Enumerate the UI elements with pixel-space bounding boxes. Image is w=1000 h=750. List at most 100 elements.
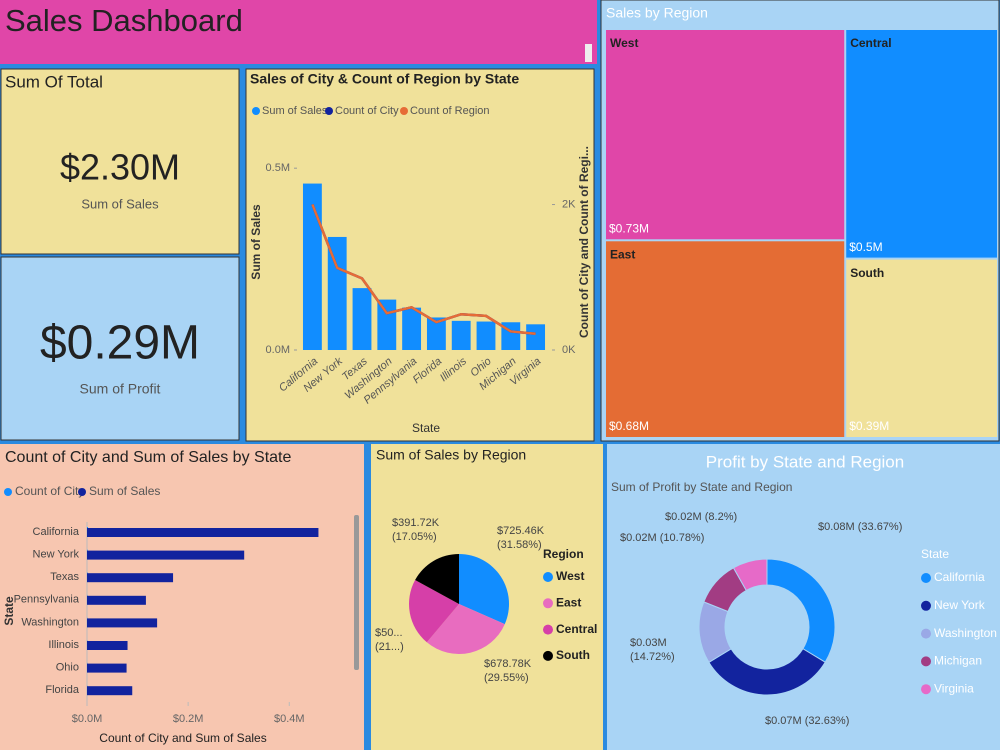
data-label: $0.39M (849, 419, 889, 433)
y-tick-label: Ohio (56, 662, 79, 674)
legend-label: Sum of Sales (262, 105, 328, 117)
legend-label: East (556, 595, 581, 609)
data-label: $0.07M (32.63%) (765, 715, 850, 727)
header-panel (0, 0, 597, 64)
legend-marker (921, 684, 931, 695)
legend-marker (921, 600, 931, 611)
legend-marker (921, 573, 931, 583)
treemap-tile (606, 241, 845, 437)
card-panel (0, 68, 240, 255)
bar (87, 663, 127, 673)
legend-marker (921, 656, 931, 667)
legend-label: New York (934, 598, 986, 612)
legend-label: Count of City (335, 105, 399, 117)
x-axis-label: Count of City and Sum of Sales (99, 731, 266, 745)
bar (451, 320, 471, 350)
bar (377, 299, 397, 350)
data-label: $678.78K (29.55%) (484, 658, 532, 684)
bar (87, 595, 146, 605)
legend-marker (4, 488, 12, 496)
y-tick-label: Texas (50, 571, 79, 583)
donut-slice (708, 648, 826, 696)
chart-title: Profit by State and Region (706, 452, 904, 471)
scrollbar (585, 44, 592, 62)
legend-label: Count of City (15, 484, 84, 498)
legend-title: State (921, 547, 949, 561)
y-tick-label: Pennsylvania (14, 594, 80, 606)
data-label: $0.08M (33.67%) (818, 521, 903, 533)
data-label: $725.46K (31.58%) (497, 525, 545, 551)
y2-tick-label: 2K (562, 198, 576, 210)
card-caption: Sum of Profit (80, 381, 161, 397)
tile-label: East (610, 247, 635, 261)
bar (327, 236, 347, 350)
treemap-tile (846, 259, 997, 437)
y-tick-label: Illinois (48, 639, 79, 651)
legend-label: Sum of Sales (89, 484, 160, 498)
legend-label: Count of Region (410, 105, 490, 117)
legend-label: California (934, 570, 985, 584)
bar (87, 618, 158, 628)
data-label: $0.03M (14.72%) (630, 637, 675, 663)
y-tick-label: Washington (21, 616, 79, 628)
pie-slice (459, 554, 509, 625)
data-label: $0.68M (609, 419, 649, 433)
legend-label: South (556, 648, 590, 662)
legend-label: Washington (934, 626, 997, 640)
legend-label: West (556, 569, 584, 583)
legend-marker (252, 107, 260, 115)
bar (87, 686, 133, 696)
legend-marker (78, 488, 86, 496)
scrollbar (354, 515, 359, 670)
data-label: $0.73M (609, 221, 649, 235)
chart-subtitle: Sum of Profit by State and Region (611, 480, 792, 494)
treemap-tile (606, 30, 845, 240)
y-tick-label: Florida (45, 684, 80, 696)
bar (352, 288, 372, 350)
y-tick-label: 0.0M (266, 344, 290, 356)
y2-tick-label: 0K (562, 344, 576, 356)
legend-marker (543, 572, 553, 582)
tile-label: West (610, 36, 638, 50)
chart-title: Count of City and Sum of Sales by State (5, 449, 291, 466)
chart-panel (0, 444, 364, 750)
chart-title: Sales of City & Count of Region by State (250, 71, 519, 87)
y-tick-label: California (33, 526, 80, 538)
x-axis-label: State (412, 421, 440, 435)
chart-title: Sum of Sales by Region (376, 447, 526, 463)
legend-label: Michigan (934, 654, 982, 668)
legend-marker (325, 107, 333, 115)
donut-slice (732, 558, 768, 592)
legend-marker (543, 650, 553, 661)
bar (302, 183, 322, 350)
bar (87, 573, 174, 583)
y-axis-label: State (2, 596, 16, 626)
line (311, 204, 536, 335)
pie-slice (409, 580, 459, 643)
chart-title: Sales by Region (606, 5, 708, 21)
card-value: $0.29M (40, 317, 200, 370)
page-title: Sales Dashboard (5, 3, 243, 38)
y-tick-label: New York (33, 549, 80, 561)
card-panel (0, 256, 240, 441)
data-label: $50... (21...) (375, 627, 404, 653)
pie-slice (426, 604, 505, 654)
data-label: $0.02M (10.78%) (620, 532, 705, 544)
pie-slice (415, 554, 459, 604)
bar (402, 307, 422, 350)
card-value: $2.30M (60, 147, 180, 188)
tile-label: South (850, 266, 884, 280)
treemap-tile (846, 30, 997, 258)
x-tick-label: $0.4M (274, 713, 305, 725)
legend-marker (400, 107, 408, 115)
bar (476, 321, 496, 350)
x-tick-label: $0.0M (72, 713, 103, 725)
legend-marker (921, 628, 931, 639)
y-axis-label: Sum of Sales (249, 204, 263, 280)
chart-panel (245, 68, 595, 442)
legend-label: Virginia (934, 681, 974, 695)
bar (426, 317, 446, 350)
card-title: Sum Of Total (5, 72, 103, 91)
tile-label: Central (850, 36, 891, 50)
